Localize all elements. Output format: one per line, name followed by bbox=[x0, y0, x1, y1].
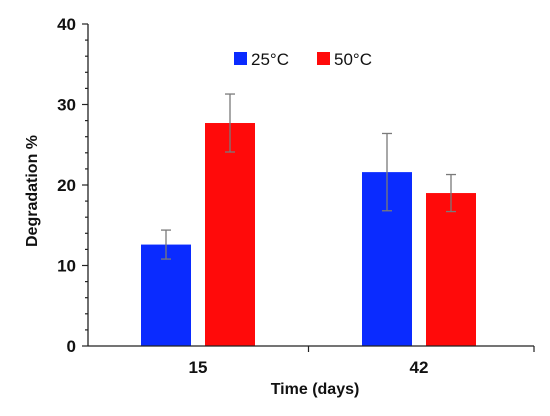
x-tick-label: 42 bbox=[410, 358, 429, 377]
y-tick-label: 40 bbox=[57, 15, 76, 34]
error-bar bbox=[446, 173, 456, 213]
error-bar bbox=[161, 229, 171, 260]
legend-swatch bbox=[234, 52, 247, 65]
x-tick-label: 15 bbox=[189, 358, 208, 377]
bar-25C-day-15 bbox=[141, 244, 191, 346]
x-axis-title: Time (days) bbox=[271, 381, 360, 398]
error-bar bbox=[225, 93, 235, 153]
y-tick-label: 0 bbox=[67, 337, 76, 356]
legend-swatch bbox=[317, 52, 330, 65]
legend: 25°C 50°C bbox=[234, 50, 372, 69]
legend-label: 25°C bbox=[251, 50, 289, 69]
bar-50C-day-42 bbox=[426, 193, 476, 346]
y-tick-label: 10 bbox=[57, 257, 76, 276]
y-tick-label: 30 bbox=[57, 96, 76, 115]
y-tick-label: 20 bbox=[57, 176, 76, 195]
bar-50C-day-15 bbox=[205, 123, 255, 346]
error-bar bbox=[382, 132, 392, 212]
y-axis-title: Degradation % bbox=[24, 135, 41, 247]
plot-area bbox=[141, 93, 476, 346]
legend-label: 50°C bbox=[334, 50, 372, 69]
axes: 0 10 20 30 40 15 42 bbox=[57, 15, 535, 377]
